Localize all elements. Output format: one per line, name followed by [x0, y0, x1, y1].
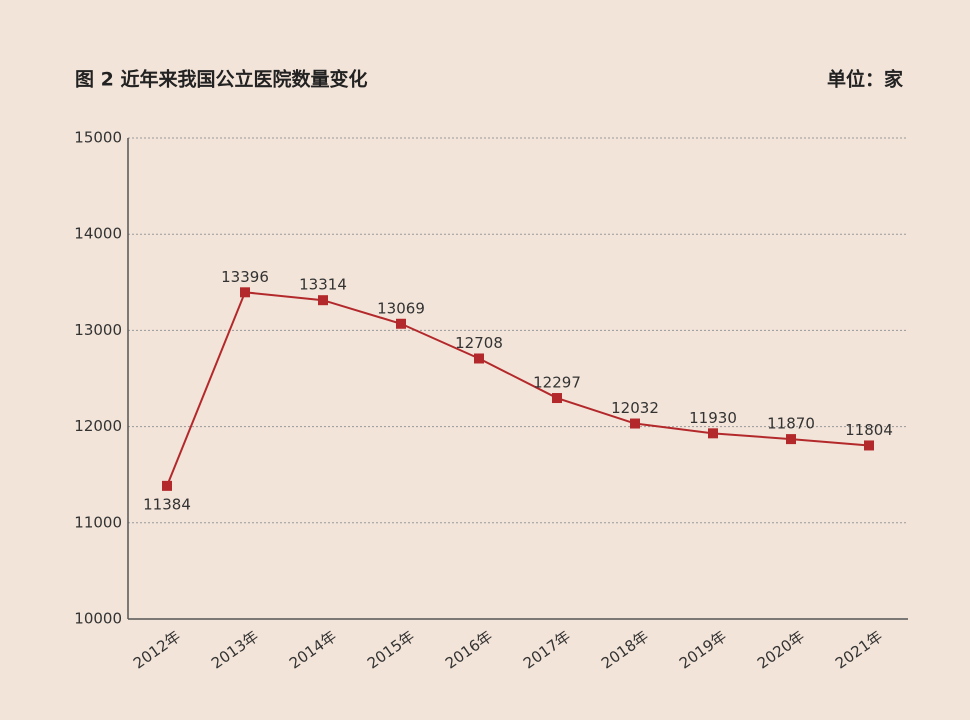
unit-label: 单位：家	[827, 68, 904, 91]
y-tick-label: 14000	[74, 225, 122, 243]
data-label: 11384	[143, 495, 191, 513]
data-point	[786, 434, 796, 445]
y-tick-label: 10000	[74, 610, 122, 628]
data-point	[318, 295, 328, 306]
chart-title: 图 2 近年来我国公立医院数量变化	[75, 68, 367, 91]
data-line	[166, 291, 870, 487]
data-label: 12708	[455, 334, 503, 352]
data-label: 13314	[299, 276, 347, 294]
data-point	[240, 287, 250, 298]
data-label: 13069	[377, 299, 425, 317]
data-point	[864, 440, 874, 451]
y-tick-label: 13000	[74, 321, 122, 339]
y-tick-label: 15000	[74, 129, 122, 147]
data-point	[396, 318, 406, 329]
data-point	[162, 480, 172, 491]
data-point	[552, 393, 562, 404]
data-label: 13396	[221, 268, 269, 286]
data-label: 11870	[767, 415, 815, 433]
data-label: 12297	[533, 374, 581, 392]
data-point	[474, 353, 484, 364]
y-tick-label: 12000	[74, 417, 122, 435]
y-tick-label: 11000	[74, 513, 122, 531]
data-label: 12032	[611, 399, 659, 417]
data-point	[630, 418, 640, 429]
data-label: 11804	[845, 421, 893, 439]
data-point	[708, 428, 718, 439]
data-label: 11930	[689, 409, 737, 427]
